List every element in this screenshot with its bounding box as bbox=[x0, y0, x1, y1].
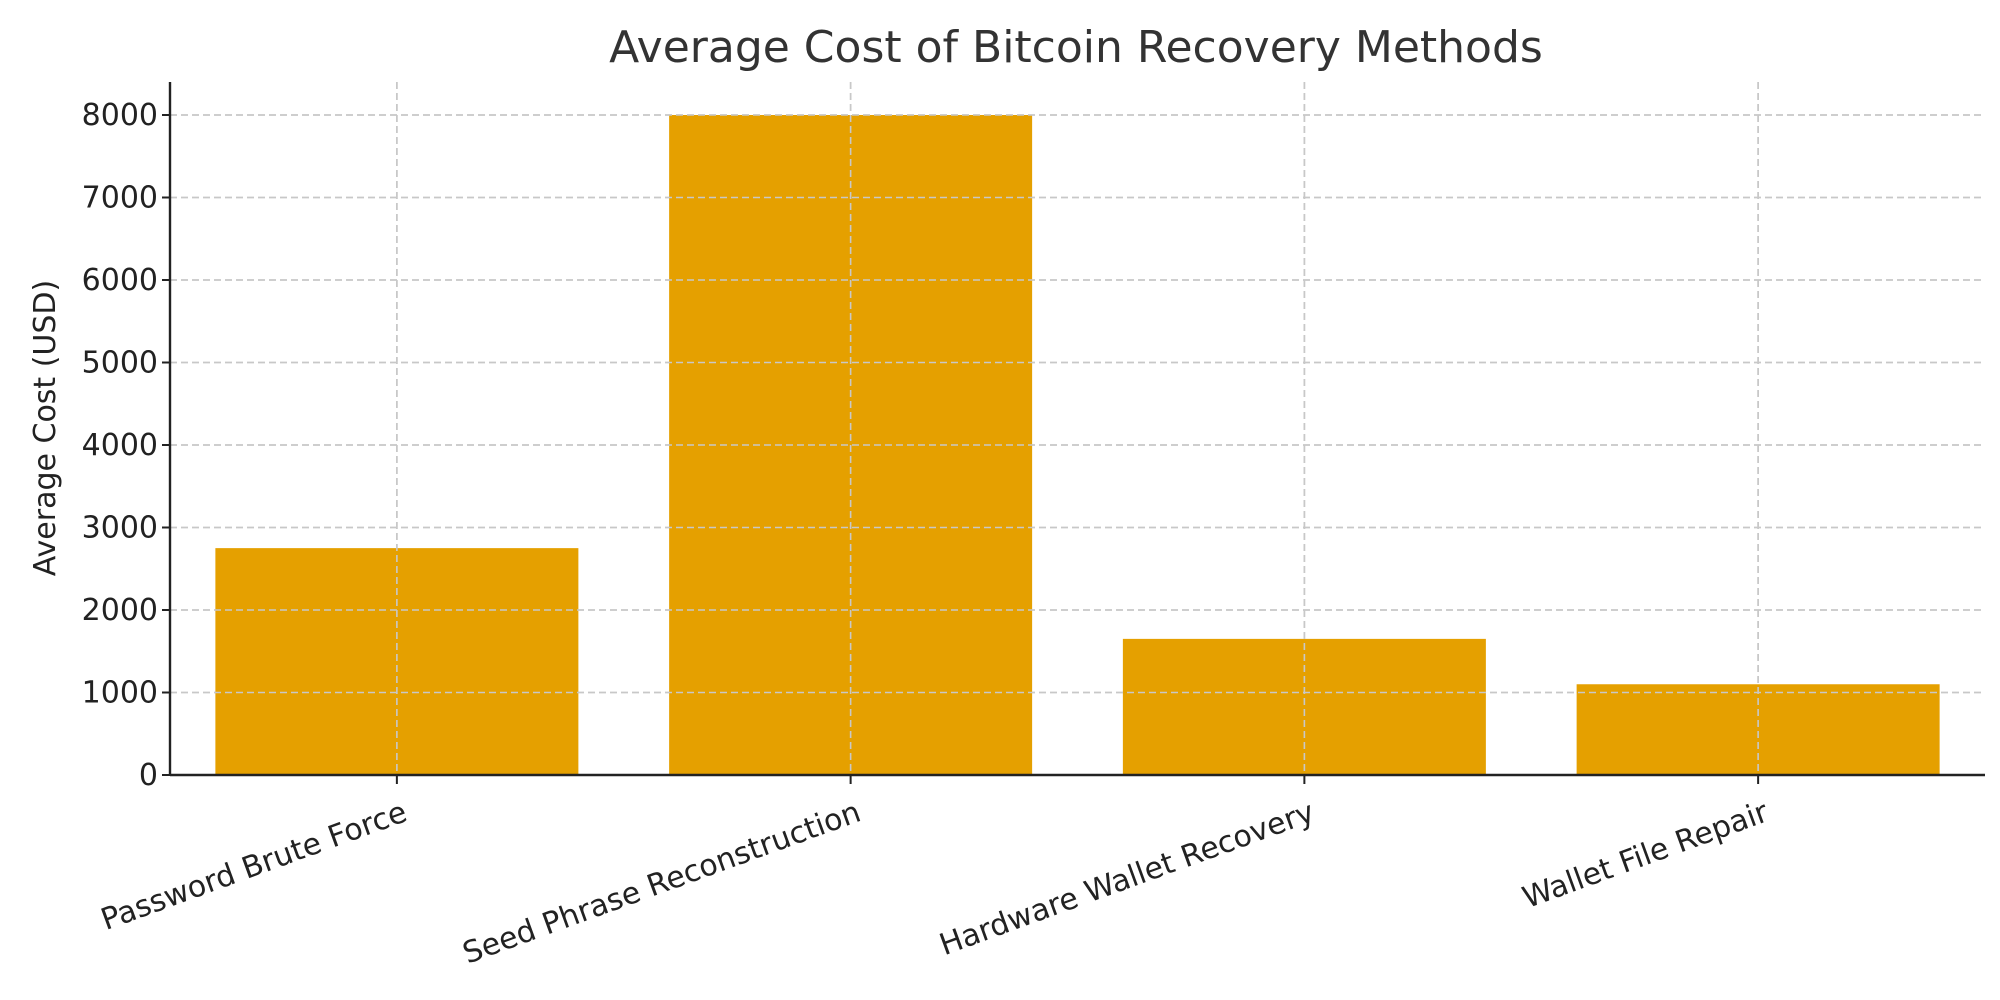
y-tick-label: 5000 bbox=[82, 346, 158, 381]
y-tick-label: 3000 bbox=[82, 511, 158, 546]
y-axis-label: Average Cost (USD) bbox=[28, 280, 63, 576]
bar-hardware-wallet-recovery bbox=[1122, 638, 1486, 775]
y-ticks: 0 1000 2000 3000 4000 5000 6000 7000 8000 bbox=[82, 98, 170, 793]
x-tick-label: Seed Phrase Reconstruction bbox=[458, 795, 865, 972]
y-tick-label: 6000 bbox=[82, 263, 158, 298]
bar-wallet-file-repair bbox=[1576, 684, 1940, 775]
chart-title: Average Cost of Bitcoin Recovery Methods bbox=[609, 22, 1543, 73]
x-tick-label: Password Brute Force bbox=[97, 795, 412, 938]
y-tick-label: 7000 bbox=[82, 181, 158, 216]
x-tick-label: Wallet File Repair bbox=[1518, 794, 1773, 915]
y-tick-label: 8000 bbox=[82, 98, 158, 133]
y-tick-label: 2000 bbox=[82, 593, 158, 628]
y-tick-label: 4000 bbox=[82, 428, 158, 463]
y-tick-label: 0 bbox=[139, 758, 158, 793]
x-tick-label: Hardware Wallet Recovery bbox=[935, 795, 1319, 963]
bars bbox=[170, 82, 1985, 775]
x-ticks: Password Brute Force Seed Phrase Reconstr… bbox=[97, 775, 1773, 972]
y-tick-label: 1000 bbox=[82, 676, 158, 711]
